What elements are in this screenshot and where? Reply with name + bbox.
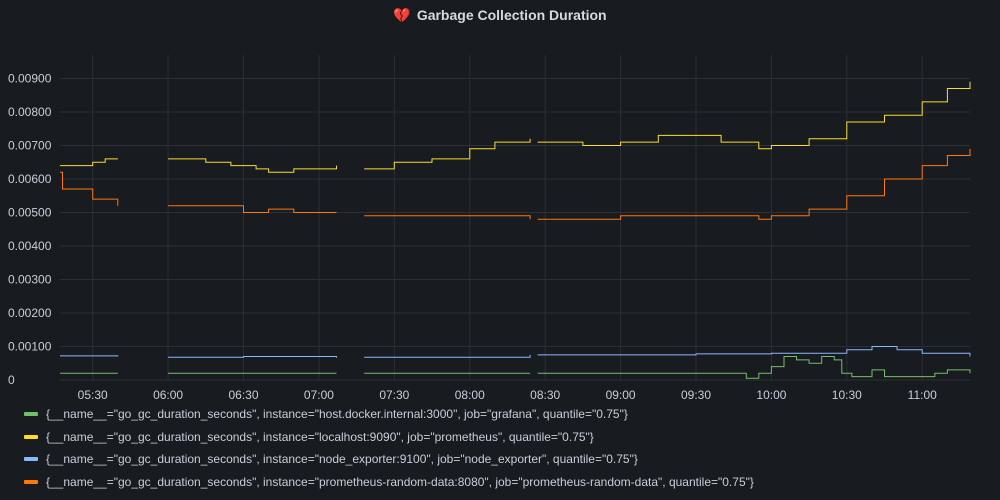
legend-swatch [24,412,38,417]
legend-swatch [24,479,38,484]
legend-label: {__name__="go_gc_duration_seconds", inst… [46,452,638,467]
y-tick-label: 0.00800 [8,105,52,119]
x-tick-label: 10:30 [832,388,862,400]
x-tick-label: 09:30 [681,388,711,400]
y-tick-label: 0 [8,373,15,387]
legend-item[interactable]: {__name__="go_gc_duration_seconds", inst… [24,403,754,426]
y-tick-label: 0.00200 [8,306,52,320]
x-tick-label: 09:00 [606,388,636,400]
legend-label: {__name__="go_gc_duration_seconds", inst… [46,474,754,489]
x-tick-label: 10:00 [756,388,786,400]
y-tick-label: 0.00400 [8,239,52,253]
x-tick-label: 06:30 [228,388,258,400]
series-line [60,148,971,220]
x-tick-label: 08:30 [530,388,560,400]
legend-label: {__name__="go_gc_duration_seconds", inst… [46,407,628,422]
legend-item[interactable]: {__name__="go_gc_duration_seconds", inst… [24,448,754,471]
chart-plot: 0 0.00100 0.00200 0.00300 0.00400 0.00500 0.00… [8,55,971,400]
series-line [60,81,971,173]
x-tick-label: 11:00 [908,388,937,400]
y-tick-label: 0.00600 [8,172,52,186]
x-tick-label: 07:00 [304,388,334,400]
x-tick-label: 07:30 [379,388,409,400]
y-tick-label: 0.00700 [8,138,52,152]
x-tick-label: 06:00 [153,388,183,400]
broken-heart-icon: 💔 [393,7,411,23]
y-tick-label: 0.00100 [8,339,52,353]
series-line [60,356,971,379]
legend-item[interactable]: {__name__="go_gc_duration_seconds", inst… [24,471,754,494]
y-tick-label: 0.00500 [8,205,52,219]
legend: {__name__="go_gc_duration_seconds", inst… [24,403,754,493]
legend-label: {__name__="go_gc_duration_seconds", inst… [46,429,594,444]
legend-item[interactable]: {__name__="go_gc_duration_seconds", inst… [24,426,754,449]
y-tick-label: 0.00300 [8,272,52,286]
series-line [60,346,971,358]
legend-swatch [24,434,38,439]
y-tick-label: 0.00900 [8,71,52,85]
panel-title-text: Garbage Collection Duration [416,7,607,23]
x-tick-label: 05:30 [78,388,108,400]
legend-swatch [24,457,38,462]
panel-title: 💔 Garbage Collection Duration [0,7,1000,24]
x-tick-label: 08:00 [455,388,485,400]
